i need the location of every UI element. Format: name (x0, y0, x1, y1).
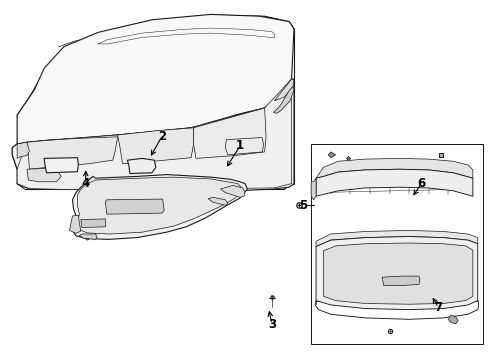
Polygon shape (118, 128, 194, 164)
Polygon shape (44, 158, 78, 173)
Polygon shape (316, 169, 473, 196)
Polygon shape (448, 315, 458, 324)
Polygon shape (105, 199, 164, 214)
Polygon shape (12, 79, 294, 191)
Polygon shape (323, 243, 473, 304)
Polygon shape (17, 142, 29, 158)
Polygon shape (27, 168, 61, 182)
Polygon shape (316, 230, 478, 247)
Text: 2: 2 (158, 130, 166, 143)
Polygon shape (316, 158, 473, 178)
Polygon shape (73, 175, 247, 239)
Polygon shape (81, 219, 105, 228)
Polygon shape (12, 14, 294, 169)
Text: 6: 6 (417, 177, 425, 190)
Polygon shape (220, 185, 245, 197)
Text: 7: 7 (435, 301, 442, 314)
Polygon shape (273, 86, 294, 113)
Polygon shape (79, 234, 97, 239)
Text: 4: 4 (82, 177, 90, 190)
Polygon shape (328, 152, 336, 158)
Polygon shape (17, 79, 292, 190)
Polygon shape (382, 276, 420, 285)
Polygon shape (316, 237, 478, 310)
Text: 1: 1 (236, 139, 244, 152)
Polygon shape (194, 108, 266, 158)
Polygon shape (311, 178, 316, 200)
Polygon shape (274, 79, 294, 101)
Polygon shape (27, 137, 118, 169)
Polygon shape (208, 197, 228, 205)
Text: 5: 5 (299, 199, 307, 212)
Bar (311, 144, 483, 344)
Text: 3: 3 (268, 318, 276, 330)
Polygon shape (70, 215, 81, 233)
Polygon shape (127, 158, 156, 174)
Polygon shape (77, 177, 243, 234)
